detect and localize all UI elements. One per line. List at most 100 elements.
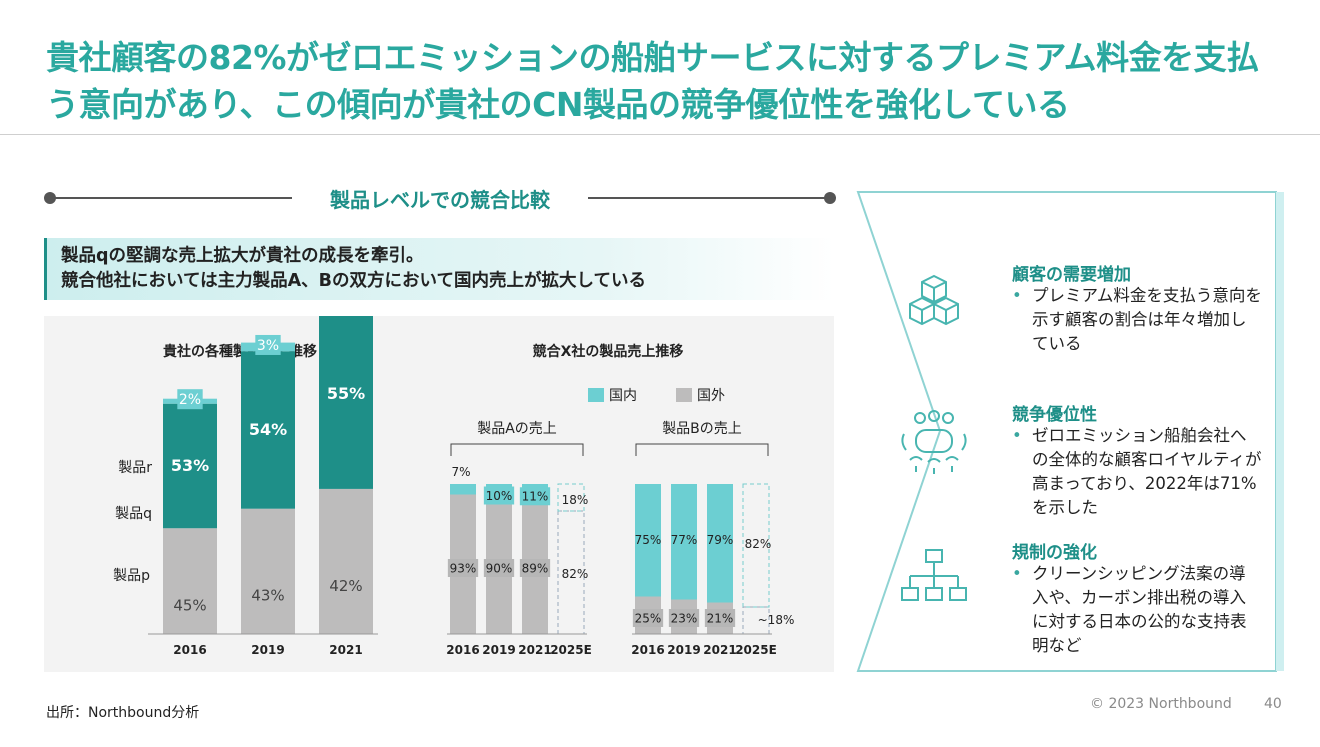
insight-panel: 顧客の需要増加 • プレミアム料金を支払う意向を示す顧客の割合は年々増加している… [848, 188, 1286, 675]
label-overseas-1-2016-bg [632, 609, 664, 627]
xtick-chart1-2019: 2019 [251, 643, 284, 657]
label-overseas-0-2021-bg [519, 559, 551, 577]
label-product-q-2021: 55% [327, 384, 365, 403]
label-domestic-0-2019-bg [483, 486, 515, 505]
legend-label-overseas: 国外 [697, 388, 725, 404]
label-overseas-0-2016-bg [447, 559, 479, 577]
group-title-1: 製品Bの売上 [662, 421, 742, 437]
label-overseas-0-2019-bg [483, 559, 515, 577]
bar-domestic-0-2016 [450, 484, 476, 495]
insight-heading-advantage: 競争優位性 [1012, 405, 1097, 425]
label-domestic-0-2016: 7% [451, 465, 470, 479]
cubes-icon [909, 274, 959, 326]
label-product-q-2016: 53% [171, 456, 209, 475]
label-domestic-0-2019: 10% [486, 489, 513, 503]
label-product-p-2016: 45% [173, 597, 206, 615]
bar-domestic-1-2016 [635, 484, 661, 597]
label-overseas-0-2019: 90% [486, 561, 513, 575]
label-product-r-2019-bg [255, 334, 281, 355]
bar-domestic-est-0 [557, 483, 585, 512]
bar-product-q-2019 [241, 351, 295, 509]
section-left-line [52, 197, 292, 199]
label-domestic-0-2021: 11% [522, 490, 549, 504]
chart2-title: 競合X社の製品売上推移 [533, 343, 684, 360]
slide-title: 貴社顧客の82%がゼロエミッションの船舶サービスに対するプレミアム料金を支払う意… [46, 38, 1259, 124]
section-title: 製品レベルでの競合比較 [330, 188, 550, 212]
insight-text-demand: プレミアム料金を支払う意向を示す顧客の割合は年々増加している [1032, 286, 1262, 353]
callout-line-2: 競合他社においては主力製品A、Bの双方において国内売上が拡大している [61, 271, 646, 291]
xtick-chart1-2016: 2016 [173, 643, 206, 657]
xtick-0-2019: 2019 [482, 643, 515, 657]
label-domestic-1-2021: 79% [707, 533, 734, 547]
bullet: • [1012, 426, 1022, 445]
org-chart-icon [901, 549, 967, 601]
xtick-0-2016: 2016 [446, 643, 479, 657]
insight-body-demand: • プレミアム料金を支払う意向を示す顧客の割合は年々増加している [1012, 284, 1262, 356]
group-bracket-0 [450, 443, 584, 456]
bullet: • [1012, 286, 1022, 305]
series-label-q: 製品q [115, 506, 152, 522]
legend-swatch-overseas [676, 388, 692, 402]
source-note: 出所：Northbound分析 [46, 705, 200, 721]
bar-domestic-1-2019 [671, 484, 697, 600]
insight-heading-demand: 顧客の需要増加 [1012, 265, 1131, 285]
bullet: • [1012, 564, 1022, 583]
label-overseas-1-2025E: ~18% [758, 613, 795, 627]
key-message-callout: 製品qの堅調な売上拡大が貴社の成長を牽引。 競合他社においては主力製品A、Bの双… [44, 238, 834, 300]
label-overseas-1-2019: 23% [671, 611, 698, 625]
label-overseas-1-2016: 25% [635, 611, 662, 625]
page-number: 40 [1264, 696, 1282, 712]
bar-product-p-2019 [241, 508, 295, 634]
group-bracket-1 [635, 443, 769, 456]
section-left-dot [44, 192, 56, 204]
legend-swatch-domestic [588, 388, 604, 402]
label-product-p-2016-bg [172, 594, 208, 616]
label-domestic-1-2016: 75% [635, 533, 662, 547]
label-product-r-2016-bg [177, 389, 203, 410]
meeting-table-icon [901, 410, 967, 474]
xtick-1-2016: 2016 [631, 643, 664, 657]
xtick-1-2021: 2021 [703, 643, 736, 657]
insight-heading-regulation: 規制の強化 [1012, 543, 1097, 563]
bar-product-p-2021 [319, 488, 373, 634]
callout-line-1: 製品qの堅調な売上拡大が貴社の成長を牽引。 [61, 246, 424, 266]
bar-product-q-2016 [163, 403, 217, 529]
label-product-p-2019: 43% [251, 587, 284, 605]
charts-svg: 貴社の各種製品売上推移45%53%2%201643%54%3%201942%55… [113, 316, 795, 657]
xtick-chart1-2021: 2021 [329, 643, 362, 657]
bar-product-q-2021 [319, 316, 373, 489]
label-product-r-2019: 3% [257, 338, 279, 354]
insight-body-regulation: • クリーンシッピング法案の導入や、カーボン排出税の導入に対する日本の公的な支持… [1012, 562, 1262, 658]
label-product-p-2021-bg [328, 574, 364, 596]
label-product-r-2016: 2% [179, 392, 201, 408]
label-domestic-1-2019: 77% [671, 533, 698, 547]
label-overseas-0-2025E: 82% [562, 567, 589, 581]
group-title-0: 製品Aの売上 [477, 421, 557, 437]
insight-panel-background [856, 191, 1284, 672]
label-product-p-2019-bg [250, 584, 286, 606]
bar-domestic-1-2021 [707, 484, 733, 603]
title-divider [0, 134, 1320, 135]
insight-text-advantage: ゼロエミッション船舶会社への全体的な顧客ロイヤルティが高まっており、2022年は… [1032, 426, 1262, 517]
label-product-q-2019: 54% [249, 420, 287, 439]
section-right-dot [824, 192, 836, 204]
label-overseas-0-2021: 89% [522, 561, 549, 575]
bar-product-p-2016 [163, 528, 217, 634]
label-domestic-1-2025E: 82% [745, 537, 772, 551]
xtick-0-2025E: 2025E [550, 643, 592, 657]
label-overseas-1-2021: 21% [707, 611, 734, 625]
xtick-0-2021: 2021 [518, 643, 551, 657]
label-overseas-1-2019-bg [668, 609, 700, 627]
label-domestic-0-2025E: 18% [562, 493, 589, 507]
copyright: © 2023 Northbound [1090, 696, 1232, 712]
series-label-p-pos: 製品p [113, 568, 150, 584]
legend-label-domestic: 国内 [609, 388, 637, 404]
insight-text-regulation: クリーンシッピング法案の導入や、カーボン排出税の導入に対する日本の公的な支持表明… [1032, 564, 1247, 655]
chart-area: 貴社の各種製品売上推移 45% 53% 2% 2016 43% 54% 3% 2019 42% 55… [44, 316, 834, 672]
section-right-line [588, 197, 828, 199]
series-label-p: 製品r [118, 460, 152, 476]
insight-body-advantage: • ゼロエミッション船舶会社への全体的な顧客ロイヤルティが高まっており、2022… [1012, 424, 1262, 520]
label-domestic-0-2021-bg [519, 487, 551, 506]
bar-domestic-est-1 [742, 483, 770, 608]
label-overseas-0-2016: 93% [450, 561, 477, 575]
